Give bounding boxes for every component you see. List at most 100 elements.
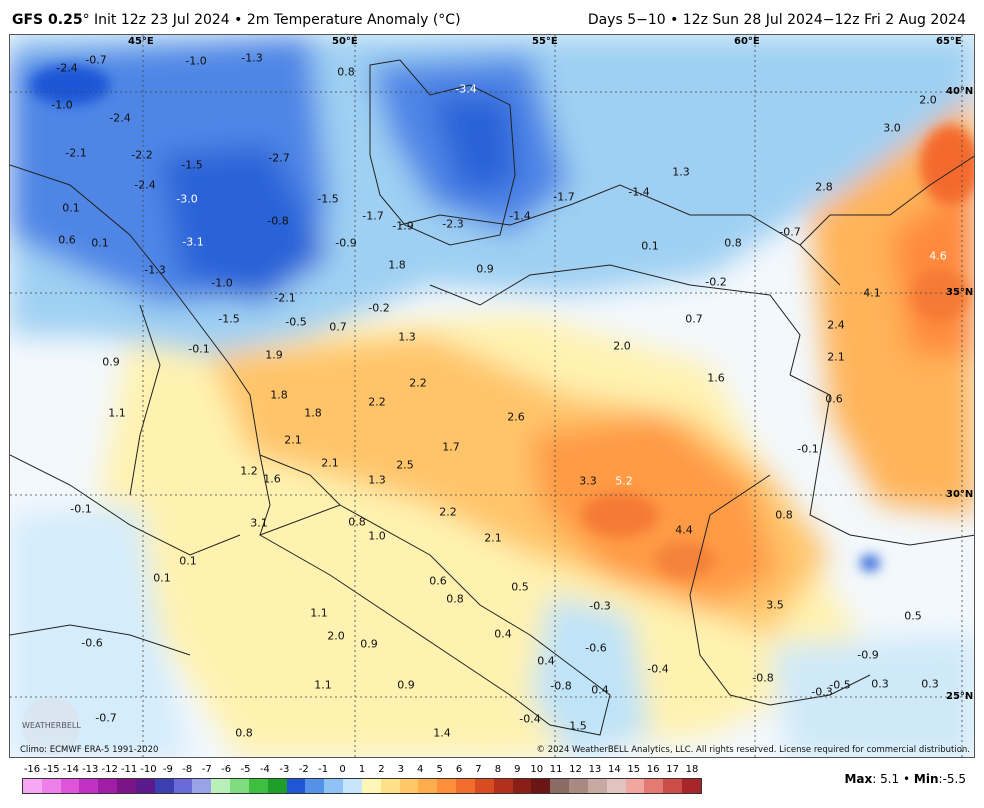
colorbar-swatch [60, 779, 80, 793]
lon-label: 45°E [128, 36, 154, 47]
anomaly-value: 1.8 [270, 388, 288, 402]
colorbar-tick-label: 15 [627, 764, 641, 775]
colorbar-tick-label: -9 [162, 764, 173, 775]
min-value: -5.5 [942, 772, 966, 786]
colorbar-swatch [267, 779, 287, 793]
anomaly-value: 1.1 [314, 678, 332, 692]
anomaly-value: -1.4 [509, 209, 531, 223]
colorbar-swatch [399, 779, 419, 793]
colorbar-tick-label: 11 [549, 764, 563, 775]
anomaly-value: -2.4 [109, 111, 131, 125]
anomaly-value: -0.1 [797, 442, 819, 456]
anomaly-value: 4.4 [675, 523, 693, 537]
anomaly-value: -0.2 [368, 301, 390, 315]
colorbar-swatch [324, 779, 344, 793]
anomaly-value: 0.6 [825, 392, 843, 406]
anomaly-value: 2.6 [507, 410, 525, 424]
anomaly-value: -1.9 [392, 219, 414, 233]
max-label: Max [844, 772, 873, 786]
colorbar-tick-label: 5 [436, 764, 443, 775]
colorbar-swatch [531, 779, 551, 793]
anomaly-value: 0.6 [58, 233, 76, 247]
colorbar-swatch [606, 779, 626, 793]
anomaly-value: -0.5 [829, 678, 851, 692]
colorbar-swatch [192, 779, 212, 793]
colorbar-tick-label: 10 [530, 764, 544, 775]
anomaly-value: 1.0 [368, 529, 386, 543]
anomaly-value: 1.8 [304, 406, 322, 420]
anomaly-value: -0.8 [550, 679, 572, 693]
anomaly-value: 4.6 [929, 249, 947, 263]
anomaly-value: -0.9 [857, 648, 879, 662]
colorbar-swatch [154, 779, 174, 793]
country-borders [10, 155, 974, 706]
anomaly-value: -0.4 [519, 712, 541, 726]
colorbar-swatch [117, 779, 136, 793]
colorbar-tick-label: 0 [339, 764, 346, 775]
colorbar-swatch [135, 779, 155, 793]
colorbar-tick-label: -1 [318, 764, 329, 775]
anomaly-value: 1.9 [265, 348, 283, 362]
colorbar-swatch [681, 779, 701, 793]
colorbar: -16 -15 -14 -13 -12 -11 -10 -9 -8 -7 -6 -5 -4 -3 -2 -1 0… [22, 764, 702, 794]
colorbar-swatch [625, 779, 645, 793]
anomaly-value: 2.2 [368, 395, 386, 409]
colorbar-tick-label: -4 [259, 764, 270, 775]
anomaly-value: 0.8 [337, 65, 355, 79]
anomaly-value: 1.5 [569, 719, 587, 733]
anomaly-value: 1.1 [310, 606, 328, 620]
colorbar-swatch [286, 779, 306, 793]
anomaly-value: -1.5 [181, 158, 203, 172]
colorbar-tick-label: -8 [182, 764, 193, 775]
anomaly-value: -2.4 [134, 178, 156, 192]
anomaly-value: -0.7 [85, 53, 107, 67]
header-title: GFS 0.25° Init 12z 23 Jul 2024 • 2m Temp… [12, 12, 461, 28]
colorbar-swatch [343, 779, 362, 793]
anomaly-value: 0.9 [360, 637, 378, 651]
anomaly-value: 2.0 [919, 93, 937, 107]
copyright-note: © 2024 WeatherBELL Analytics, LLC. All r… [536, 745, 970, 755]
anomaly-value: -0.4 [647, 662, 669, 676]
anomaly-value: -0.3 [811, 685, 833, 699]
anomaly-value: -0.9 [335, 236, 357, 250]
anomaly-value: -0.7 [779, 225, 801, 239]
anomaly-value: 0.1 [153, 571, 171, 585]
colorbar-swatch [569, 779, 588, 793]
anomaly-value: -0.8 [752, 671, 774, 685]
separator: • [903, 772, 911, 786]
anomaly-value: -0.5 [285, 315, 307, 329]
colorbar-swatch [550, 779, 570, 793]
colorbar-swatch [23, 779, 42, 793]
colorbar-tick-label: 7 [475, 764, 482, 775]
anomaly-value: 0.1 [641, 239, 659, 253]
weatherbell-watermark: WEATHERBELL [22, 697, 81, 755]
anomaly-value: 2.1 [484, 531, 502, 545]
anomaly-value: -0.1 [70, 502, 92, 516]
anomaly-value: 1.2 [240, 464, 258, 478]
min-label: Min [913, 772, 939, 786]
anomaly-value: 3.5 [766, 598, 784, 612]
colorbar-swatch [437, 779, 457, 793]
anomaly-value: 5.2 [615, 474, 633, 488]
colorbar-tick-label: -11 [120, 764, 138, 775]
anomaly-value: 3.0 [883, 121, 901, 135]
anomaly-value: 0.9 [476, 262, 494, 276]
model-name: GFS 0.25 [12, 12, 83, 28]
anomaly-value: -1.7 [553, 190, 575, 204]
max-value: 5.1 [880, 772, 900, 786]
header: GFS 0.25° Init 12z 23 Jul 2024 • 2m Temp… [0, 0, 984, 34]
anomaly-value: -1.5 [317, 192, 339, 206]
anomaly-value: -2.1 [65, 146, 87, 160]
anomaly-value: -1.0 [51, 98, 73, 112]
anomaly-value: 1.3 [398, 330, 416, 344]
colorbar-tick-label: 12 [569, 764, 582, 775]
colorbar-tick-label: -15 [43, 764, 60, 775]
degree-symbol: ° [82, 12, 90, 28]
colorbar-tick-label: 2 [378, 764, 385, 775]
anomaly-value: 1.3 [672, 165, 690, 179]
colorbar-tick-label: 18 [685, 764, 699, 775]
colorbar-swatch [418, 779, 438, 793]
anomaly-value: 2.1 [827, 350, 845, 364]
colorbar-tick-label: -13 [82, 764, 99, 775]
anomaly-value: -2.3 [442, 217, 464, 231]
